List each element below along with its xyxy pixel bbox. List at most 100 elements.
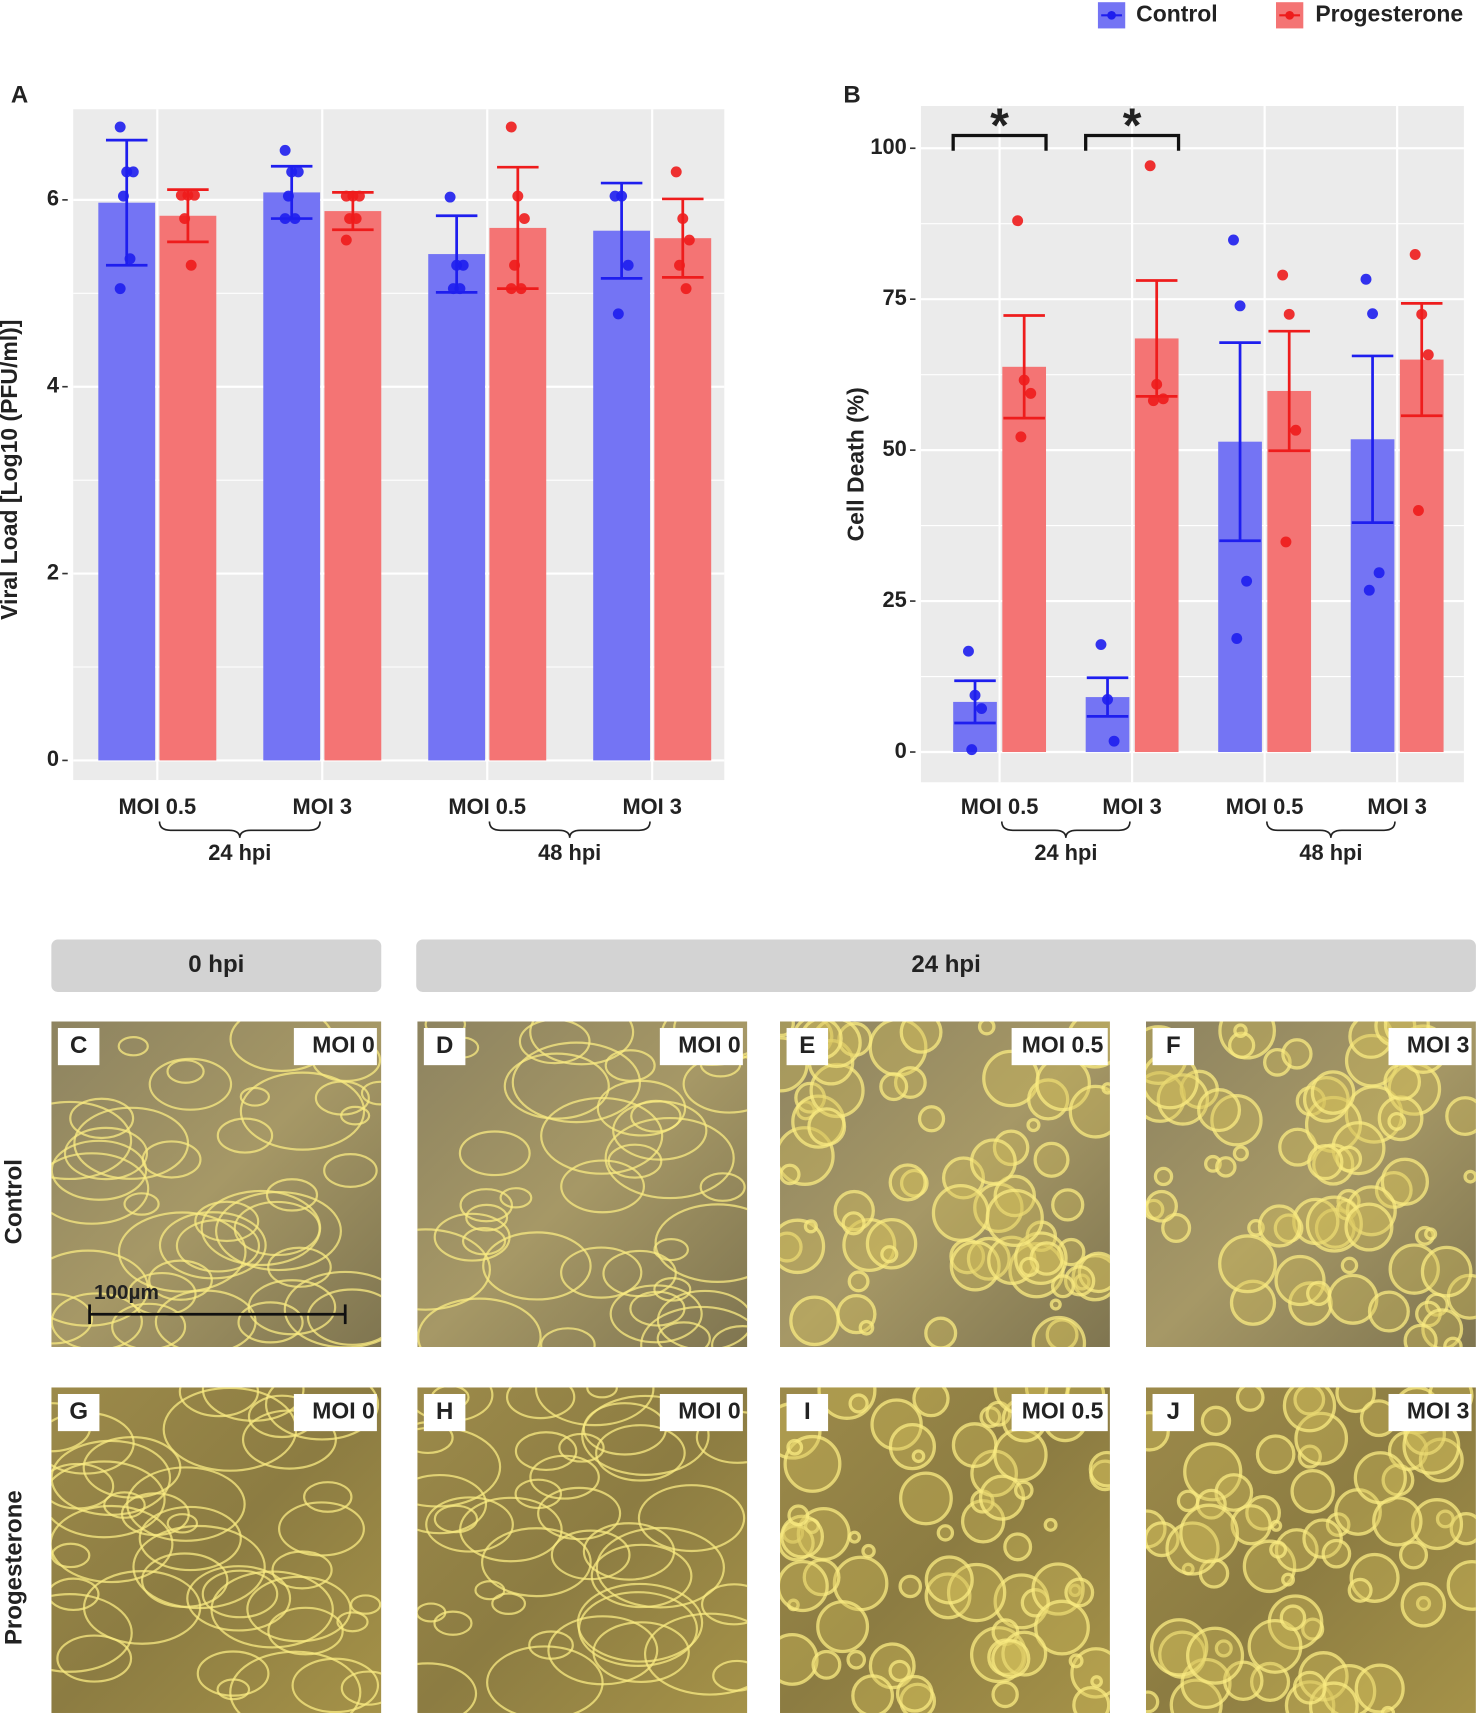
cell [946,1562,1007,1623]
cell [590,1543,693,1609]
data-point [457,259,469,271]
data-point [350,213,362,225]
cell [1050,1274,1075,1299]
cell [1377,1095,1424,1142]
cell [1306,1280,1332,1307]
cell [911,1449,926,1464]
cell [1257,1204,1302,1248]
cell [1255,1434,1296,1475]
moi-label: MOI 0.5 [1022,1032,1104,1058]
micrograph [417,1021,748,1348]
cell [306,1288,382,1346]
cell [123,1192,160,1216]
moi-label: MOI 0 [312,1398,374,1424]
cell [73,1106,190,1180]
cell [596,1079,687,1137]
cell [847,1270,870,1293]
row-label: Control [1,1159,28,1244]
cell [1274,1254,1326,1307]
data-point [505,121,517,133]
data-point [279,144,291,156]
data-point [674,259,685,271]
data-point [1144,160,1156,172]
cell [201,1387,305,1422]
cell [653,1277,692,1302]
cell [51,1504,174,1584]
data-point [1241,575,1253,587]
x-tick-label: MOI 0.5 [961,794,1039,819]
cell [267,1246,332,1288]
cell [888,1423,937,1471]
micrograph [1145,1021,1476,1348]
cell [465,1203,509,1232]
data-point [279,213,291,225]
cell [1228,1031,1256,1059]
strip-label: 24 hpi [911,951,980,978]
image-background [417,1021,748,1348]
cell [898,1574,923,1599]
cell [1281,1572,1295,1587]
cell [960,1499,1006,1544]
cell [303,1481,353,1513]
cell [283,1270,382,1348]
cell [699,1172,746,1202]
cell [56,1634,133,1683]
cell [291,1657,380,1713]
cell [138,1505,242,1572]
cell [1463,1169,1476,1184]
cell [1380,1705,1396,1713]
data-point [1095,639,1107,651]
cell [1051,1188,1085,1222]
cell [1235,1387,1265,1412]
moi-box [1011,1393,1108,1432]
cell [656,1321,711,1348]
cell [851,1674,895,1713]
cell [577,1591,699,1667]
cell [239,1086,271,1107]
cell [848,1393,869,1414]
cell [1411,1498,1464,1551]
cell [595,1424,686,1482]
cell [1145,1521,1180,1558]
bar [489,227,547,761]
strip-label: 0 hpi [188,951,244,978]
cell [595,1526,725,1609]
y-tick-label: 25 [882,587,906,612]
legend-label: Progesterone [1315,0,1463,26]
data-point [127,166,139,178]
cell [540,1096,664,1175]
data-point [1234,300,1246,312]
significance-bracket [1084,133,1181,151]
cell [1045,1318,1079,1348]
cell [1064,1577,1095,1608]
cell [951,1422,998,1468]
cell [1068,1583,1082,1598]
cell [1400,1581,1447,1628]
moi-label: MOI 0 [678,1032,740,1058]
micrograph [51,1021,382,1348]
cell [602,1249,677,1298]
cell [1031,1315,1087,1348]
cell [267,1606,344,1656]
data-point [1015,431,1027,443]
cell [117,1211,247,1293]
data-point [509,259,521,271]
cell [846,1649,867,1670]
cell [609,1284,703,1344]
cell [607,1143,663,1179]
data-point [282,190,294,202]
cell [1026,1117,1041,1133]
bar [159,215,217,761]
data-point [680,283,692,295]
cell [977,1021,996,1036]
cell [653,1238,689,1262]
cell [879,1072,909,1102]
data-point [1108,735,1120,747]
cell [529,1021,635,1066]
y-tick-label: 0 [47,746,59,771]
bar [98,202,156,761]
cell [780,1163,801,1186]
cell [196,1650,270,1697]
cell [194,1200,260,1243]
